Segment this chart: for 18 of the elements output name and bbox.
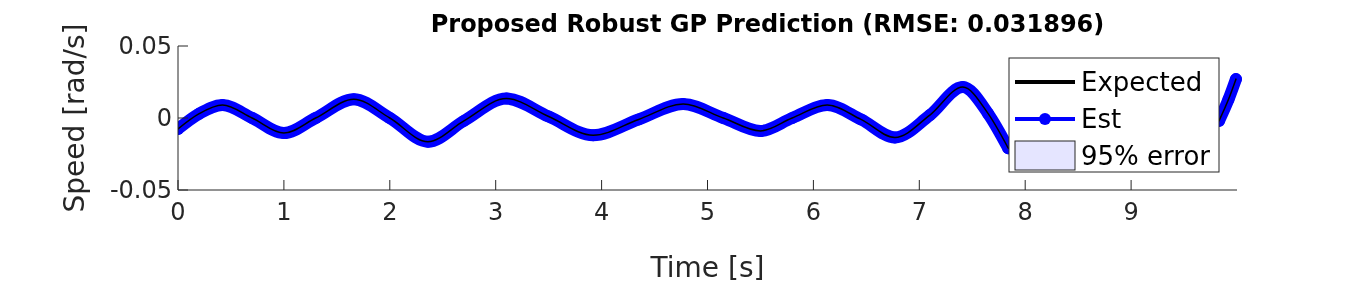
- x-tick-label: 9: [1123, 198, 1139, 226]
- x-tick-label: 1: [276, 198, 292, 226]
- x-tick-label: 8: [1017, 198, 1033, 226]
- x-tick-label: 2: [382, 198, 398, 226]
- y-tick-label: 0.05: [118, 32, 172, 60]
- annotation: 95% error: [1081, 141, 1211, 171]
- x-axis-title: Time [s]: [649, 251, 765, 283]
- y-tick-label: -0.05: [109, 176, 172, 204]
- x-tick-label: 4: [593, 198, 610, 226]
- y-tick-label: 0: [156, 104, 172, 132]
- x-tick-label: 6: [805, 198, 822, 226]
- legend-label: Est: [1081, 104, 1122, 134]
- x-tick-label: 3: [488, 198, 504, 226]
- x-tick-label: 7: [911, 198, 927, 226]
- y-axis-title: Speed [rad/s]: [58, 23, 91, 213]
- chart-title: Proposed Robust GP Prediction (RMSE: 0.031896): [430, 10, 1105, 38]
- legend-label: Expected: [1081, 67, 1203, 97]
- x-tick-label: 5: [699, 198, 716, 226]
